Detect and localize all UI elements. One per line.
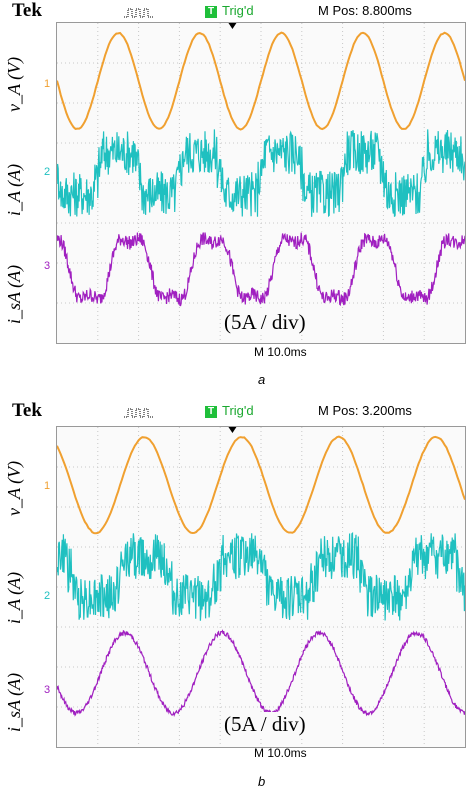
position-readout: M Pos: 3.200ms xyxy=(318,403,412,418)
axis-label-va: v_A (V) xyxy=(4,460,24,516)
trace-i-sa xyxy=(57,232,465,307)
axis-label-ia: i_A (A) xyxy=(4,163,24,216)
channel-marker-3: 3 xyxy=(44,260,51,272)
trigger-position-icon xyxy=(228,23,237,29)
trace-v-a xyxy=(57,435,465,535)
trace-v-a xyxy=(57,31,465,131)
axis-label-va: v_A (V) xyxy=(4,56,24,112)
brand-label: Tek xyxy=(12,400,42,421)
axis-label-isa: i_sA (A) xyxy=(4,264,24,324)
scale-label: (5A / div) xyxy=(222,712,308,737)
trace-i-a xyxy=(57,129,465,218)
trigger-status: Trig'd xyxy=(222,403,254,418)
trigger-position-icon xyxy=(228,427,237,433)
axis-label-ia: i_A (A) xyxy=(4,571,24,624)
axis-label-isa: i_sA (A) xyxy=(4,672,24,732)
scope-grid xyxy=(57,23,465,343)
channel-marker-1: 1 xyxy=(44,480,51,492)
channel-marker-1: 1 xyxy=(44,78,51,90)
position-readout: M Pos: 8.800ms xyxy=(318,3,412,18)
status-bar: Tek T Trig'd M Pos: 8.800ms xyxy=(0,0,474,22)
panel-caption: b xyxy=(258,774,266,789)
timebase-label: M 10.0ms xyxy=(254,345,307,359)
channel-marker-2: 2 xyxy=(44,166,51,178)
scope-screen xyxy=(56,22,466,344)
trigger-icon: T xyxy=(205,406,217,418)
channel-marker-3: 3 xyxy=(44,684,51,696)
trace-i-a xyxy=(57,532,465,621)
trigger-status: Trig'd xyxy=(222,3,254,18)
panel-caption: a xyxy=(258,372,266,387)
scale-label: (5A / div) xyxy=(222,310,308,335)
timebase-label: M 10.0ms xyxy=(254,746,307,760)
scope-grid xyxy=(57,427,465,747)
brand-label: Tek xyxy=(12,0,42,21)
status-bar: Tek T Trig'd M Pos: 3.200ms xyxy=(0,400,474,422)
pulse-icon xyxy=(124,408,154,418)
trace-i-sa xyxy=(57,629,465,717)
pulse-icon xyxy=(124,8,154,18)
scope-screen xyxy=(56,426,466,748)
channel-marker-2: 2 xyxy=(44,590,51,602)
trigger-icon: T xyxy=(205,6,217,18)
